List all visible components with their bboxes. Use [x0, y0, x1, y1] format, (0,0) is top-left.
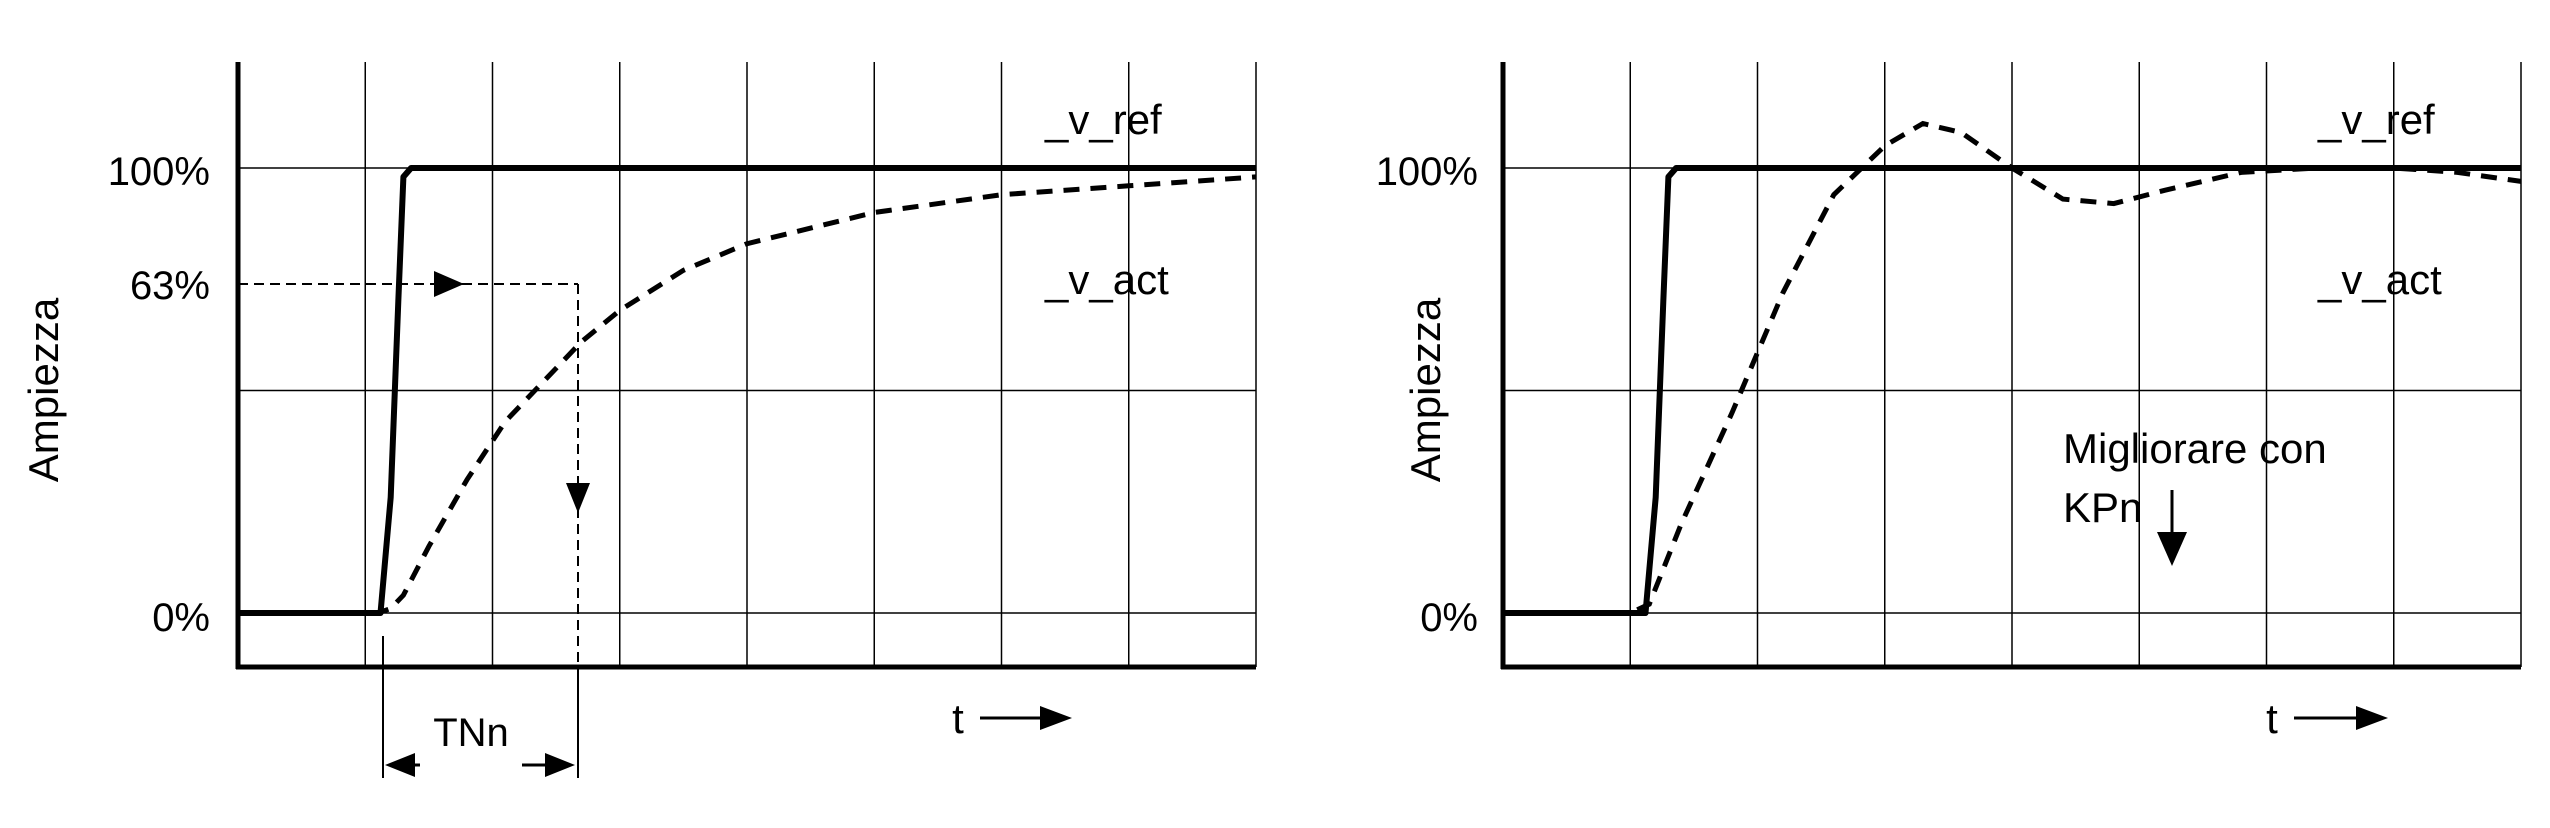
chart-right-ytick-100: 100% — [1376, 150, 1478, 194]
chart-left-series-label-v-act: _v_act — [1044, 256, 1169, 303]
chart-left-series-v-act-line — [238, 174, 1257, 616]
chart-left-ytick-100: 100% — [108, 150, 210, 194]
kpn-arrow-head — [2157, 532, 2187, 566]
tnn-arrow-right-head — [545, 753, 575, 777]
chart-left: Ampiezza 100% 63% 0% TNn _v_ref _v_act t — [20, 62, 1257, 778]
chart-left-ylabel: Ampiezza — [20, 297, 67, 482]
chart-right-series-label-v-ref: _v_ref — [2317, 96, 2435, 143]
tnn-arrow-left-head — [385, 753, 415, 777]
chart-left-xlabel-arrow-head — [1040, 706, 1072, 730]
chart-right-grid — [1503, 62, 2522, 667]
chart-left-ytick-63: 63% — [130, 264, 210, 308]
chart-right-series-label-v-act: _v_act — [2317, 256, 2442, 303]
tnn-label: TNn — [433, 711, 509, 755]
chart-left-63-arrow-right — [434, 271, 464, 297]
chart-left-63-arrow-down — [566, 483, 590, 513]
chart-left-grid — [238, 62, 1257, 667]
kpn-annotation-line2: KPn — [2063, 484, 2142, 531]
chart-right-xlabel-arrow-head — [2356, 706, 2388, 730]
chart-right-ylabel: Ampiezza — [1402, 297, 1449, 482]
chart-left-series-label-v-ref: _v_ref — [1044, 96, 1162, 143]
chart-right: Ampiezza 100% 0% _v_ref _v_act Migliorar… — [1376, 62, 2522, 742]
chart-left-xlabel: t — [952, 695, 964, 742]
chart-right-series-v-ref-line — [1503, 165, 2521, 616]
chart-left-ytick-0: 0% — [152, 596, 210, 640]
kpn-annotation-line1: Migliorare con — [2063, 425, 2327, 472]
chart-right-ytick-0: 0% — [1420, 596, 1478, 640]
chart-right-xlabel: t — [2266, 695, 2278, 742]
